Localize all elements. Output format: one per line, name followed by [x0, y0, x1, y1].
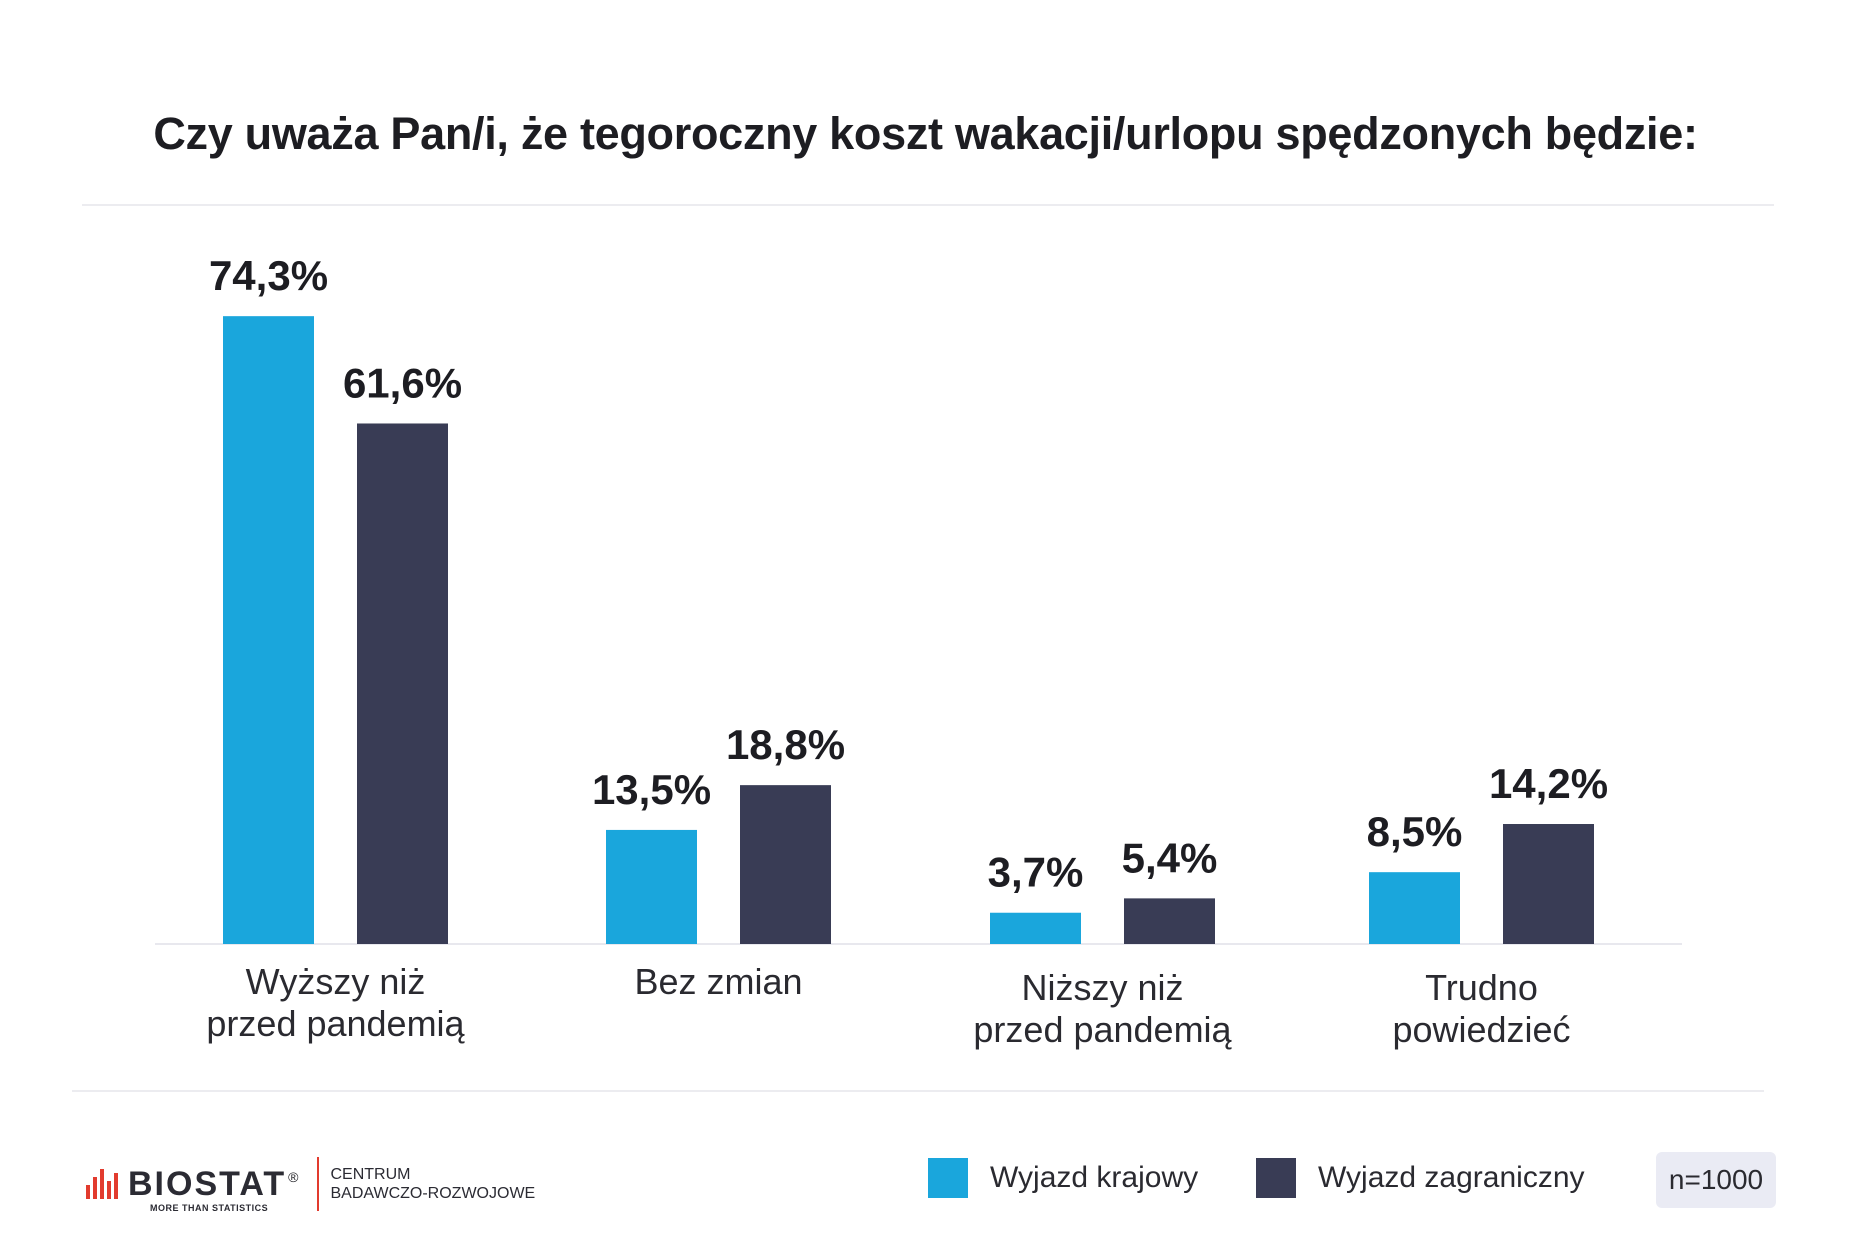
logo-word: BIOSTAT: [128, 1164, 287, 1203]
data-label-krajowy-3: 8,5%: [1367, 808, 1463, 855]
logo-tagline: MORE THAN STATISTICS: [150, 1202, 269, 1213]
legend-label-krajowy: Wyjazd krajowy: [990, 1161, 1199, 1194]
legend-label-zagraniczny: Wyjazd zagraniczny: [1318, 1161, 1585, 1194]
biostat-logo: BIOSTAT ® MORE THAN STATISTICS CENTRUM BA…: [86, 1154, 535, 1214]
category-label-1: Bez zmian: [634, 961, 802, 1002]
legend-swatch-krajowy: [928, 1158, 968, 1198]
logo-registered: ®: [288, 1168, 299, 1185]
data-label-zagraniczny-1: 18,8%: [726, 721, 845, 768]
bar-chart: 74,3% 61,6% Wyższy niż przed pandemią 13,5% 1…: [155, 252, 1682, 1050]
bar-krajowy-2: [990, 912, 1081, 944]
chart-title: Czy uważa Pan/i, że tegoroczny koszt wak…: [153, 108, 1698, 159]
data-label-zagraniczny-2: 5,4%: [1122, 834, 1218, 881]
logo-subtitle: CENTRUM BADAWCZO-ROZWOJOWE: [331, 1165, 536, 1203]
bar-zagraniczny-1: [740, 785, 831, 944]
footer: BIOSTAT ® MORE THAN STATISTICS CENTRUM BA…: [0, 1140, 1851, 1230]
legend-swatch-zagraniczny: [1256, 1158, 1296, 1198]
category-label-2: Niższy niż przed pandemią: [973, 967, 1232, 1050]
bar-krajowy-0: [223, 316, 314, 944]
legend-item-krajowy: Wyjazd krajowy: [928, 1158, 1198, 1198]
data-label-krajowy-2: 3,7%: [988, 849, 1084, 896]
logo-subtitle-line1: CENTRUM: [330, 1166, 411, 1183]
bar-zagraniczny-0: [357, 423, 448, 945]
category-label-3: Trudno powiedzieć: [1392, 967, 1570, 1050]
legend-item-zagraniczny: Wyjazd zagraniczny: [1256, 1158, 1585, 1198]
bar-zagraniczny-3: [1503, 824, 1594, 944]
top-divider: [82, 204, 1774, 206]
data-label-krajowy-0: 74,3%: [209, 252, 328, 299]
logo-bars-icon: [86, 1169, 118, 1199]
category-label-0: Wyższy niż przed pandemią: [206, 961, 465, 1044]
data-label-zagraniczny-0: 61,6%: [343, 359, 462, 406]
data-label-krajowy-1: 13,5%: [592, 766, 711, 813]
bar-krajowy-3: [1369, 872, 1460, 944]
logo-separator: [316, 1157, 319, 1211]
logo-subtitle-line2: BADAWCZO-ROZWOJOWE: [330, 1185, 536, 1202]
bar-zagraniczny-2: [1124, 898, 1215, 944]
data-label-zagraniczny-3: 14,2%: [1489, 760, 1608, 807]
bar-krajowy-1: [606, 829, 697, 944]
sample-size-badge: n=1000: [1656, 1152, 1776, 1208]
bottom-divider: [72, 1090, 1764, 1092]
